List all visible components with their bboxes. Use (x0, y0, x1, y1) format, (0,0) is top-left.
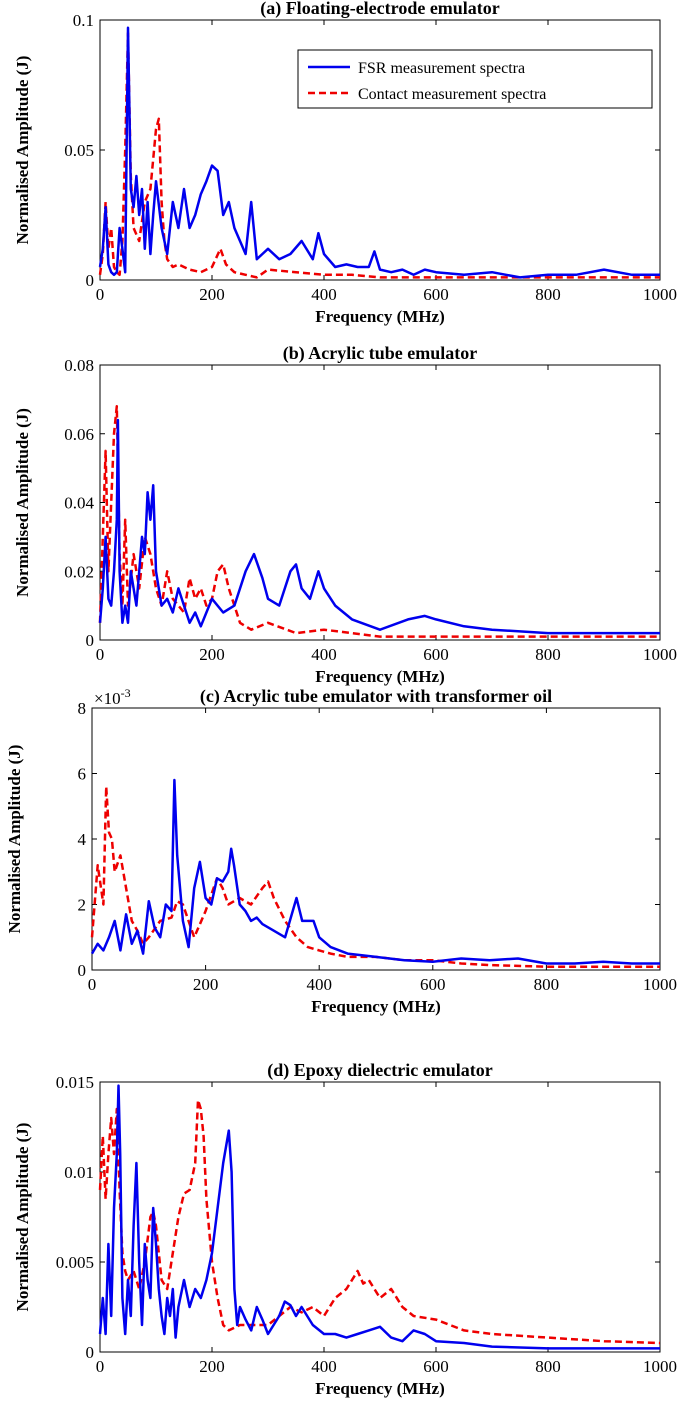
y-tick-label: 0 (86, 271, 95, 290)
x-tick-label: 400 (311, 285, 337, 304)
panel-a-floating-electrode: (a) Floating-electrode emulator 0 200 400 60… (13, 0, 677, 326)
x-tick-label: 600 (423, 1357, 449, 1376)
x-tick-label: 0 (96, 285, 105, 304)
y-tick-label: 0 (86, 1343, 95, 1362)
y-tick-label: 4 (78, 830, 87, 849)
chart-title: (a) Floating-electrode emulator (260, 0, 500, 19)
x-axis-label: Frequency (MHz) (311, 997, 441, 1016)
plot-area (99, 1081, 661, 1353)
y-tick-label: 6 (78, 765, 87, 784)
x-axis-label: Frequency (MHz) (315, 667, 445, 686)
plot-area (99, 364, 661, 641)
chart-title: (b) Acrylic tube emulator (283, 343, 477, 364)
legend-fsr-label: FSR measurement spectra (358, 60, 525, 77)
y-tick-label: 0.06 (64, 425, 94, 444)
series-line-fsr (90, 778, 660, 965)
y-tick-label: 0.08 (64, 356, 94, 375)
x-tick-label: 200 (199, 1357, 225, 1376)
y-tick-label: 0.02 (64, 562, 94, 581)
y-axis-label: Normalised Amplitude (J) (13, 408, 32, 597)
y-tick-label: 0.1 (73, 11, 94, 30)
x-tick-label: 200 (199, 645, 225, 664)
x-axis-label: Frequency (MHz) (315, 1379, 445, 1398)
chart-title: (d) Epoxy dielectric emulator (267, 1060, 492, 1081)
series-line-fsr (98, 26, 660, 279)
y-axis-label: Normalised Amplitude (J) (13, 1123, 32, 1312)
x-tick-label: 800 (535, 285, 561, 304)
y-axis-label: Normalised Amplitude (J) (13, 56, 32, 245)
x-tick-label: 1000 (643, 975, 677, 994)
series-line-fsr (98, 1084, 660, 1350)
x-tick-label: 0 (96, 645, 105, 664)
series-line-contact (90, 785, 660, 968)
series-line-fsr (98, 418, 660, 635)
panel-c-acrylic-tube-transformer-oil: (c) Acrylic tube emulator with transform… (5, 686, 677, 1016)
panel-b-acrylic-tube: (b) Acrylic tube emulator 0 200 400 600 800 10… (13, 343, 677, 686)
y-scale-multiplier: ×10-3 (94, 686, 131, 708)
y-axis-label: Normalised Amplitude (J) (5, 745, 24, 934)
y-tick-label: 0.05 (64, 141, 94, 160)
x-tick-label: 400 (311, 1357, 337, 1376)
x-tick-label: 800 (535, 645, 561, 664)
chart-title: (c) Acrylic tube emulator with transform… (200, 686, 552, 707)
x-tick-label: 1000 (643, 285, 677, 304)
x-tick-label: 0 (96, 1357, 105, 1376)
x-tick-label: 600 (423, 285, 449, 304)
series-line-contact (98, 31, 660, 279)
x-tick-label: 600 (423, 645, 449, 664)
x-tick-label: 800 (534, 975, 560, 994)
legend: FSR measurement spectra Contact measurem… (297, 49, 653, 109)
y-tick-label: 0.005 (56, 1253, 94, 1272)
y-tick-label: 0.04 (64, 494, 94, 513)
y-tick-label: 2 (78, 896, 87, 915)
y-tick-label: 0.01 (64, 1163, 94, 1182)
y-tick-label: 0 (86, 631, 95, 650)
x-tick-label: 400 (306, 975, 332, 994)
legend-box (297, 49, 653, 109)
panel-d-epoxy-dielectric: (d) Epoxy dielectric emulator 0 200 400 600 8… (13, 1060, 677, 1398)
series-line-contact (98, 1098, 661, 1345)
x-tick-label: 600 (420, 975, 446, 994)
x-tick-label: 0 (88, 975, 97, 994)
x-axis-label: Frequency (MHz) (315, 307, 445, 326)
x-tick-label: 200 (193, 975, 219, 994)
y-tick-label: 0.015 (56, 1073, 94, 1092)
x-tick-label: 200 (199, 285, 225, 304)
x-tick-label: 800 (535, 1357, 561, 1376)
legend-contact-label: Contact measurement spectra (358, 86, 546, 103)
y-tick-label: 0 (78, 961, 87, 980)
x-tick-label: 1000 (643, 645, 677, 664)
y-tick-label: 8 (78, 699, 87, 718)
x-tick-label: 400 (311, 645, 337, 664)
x-tick-label: 1000 (643, 1357, 677, 1376)
